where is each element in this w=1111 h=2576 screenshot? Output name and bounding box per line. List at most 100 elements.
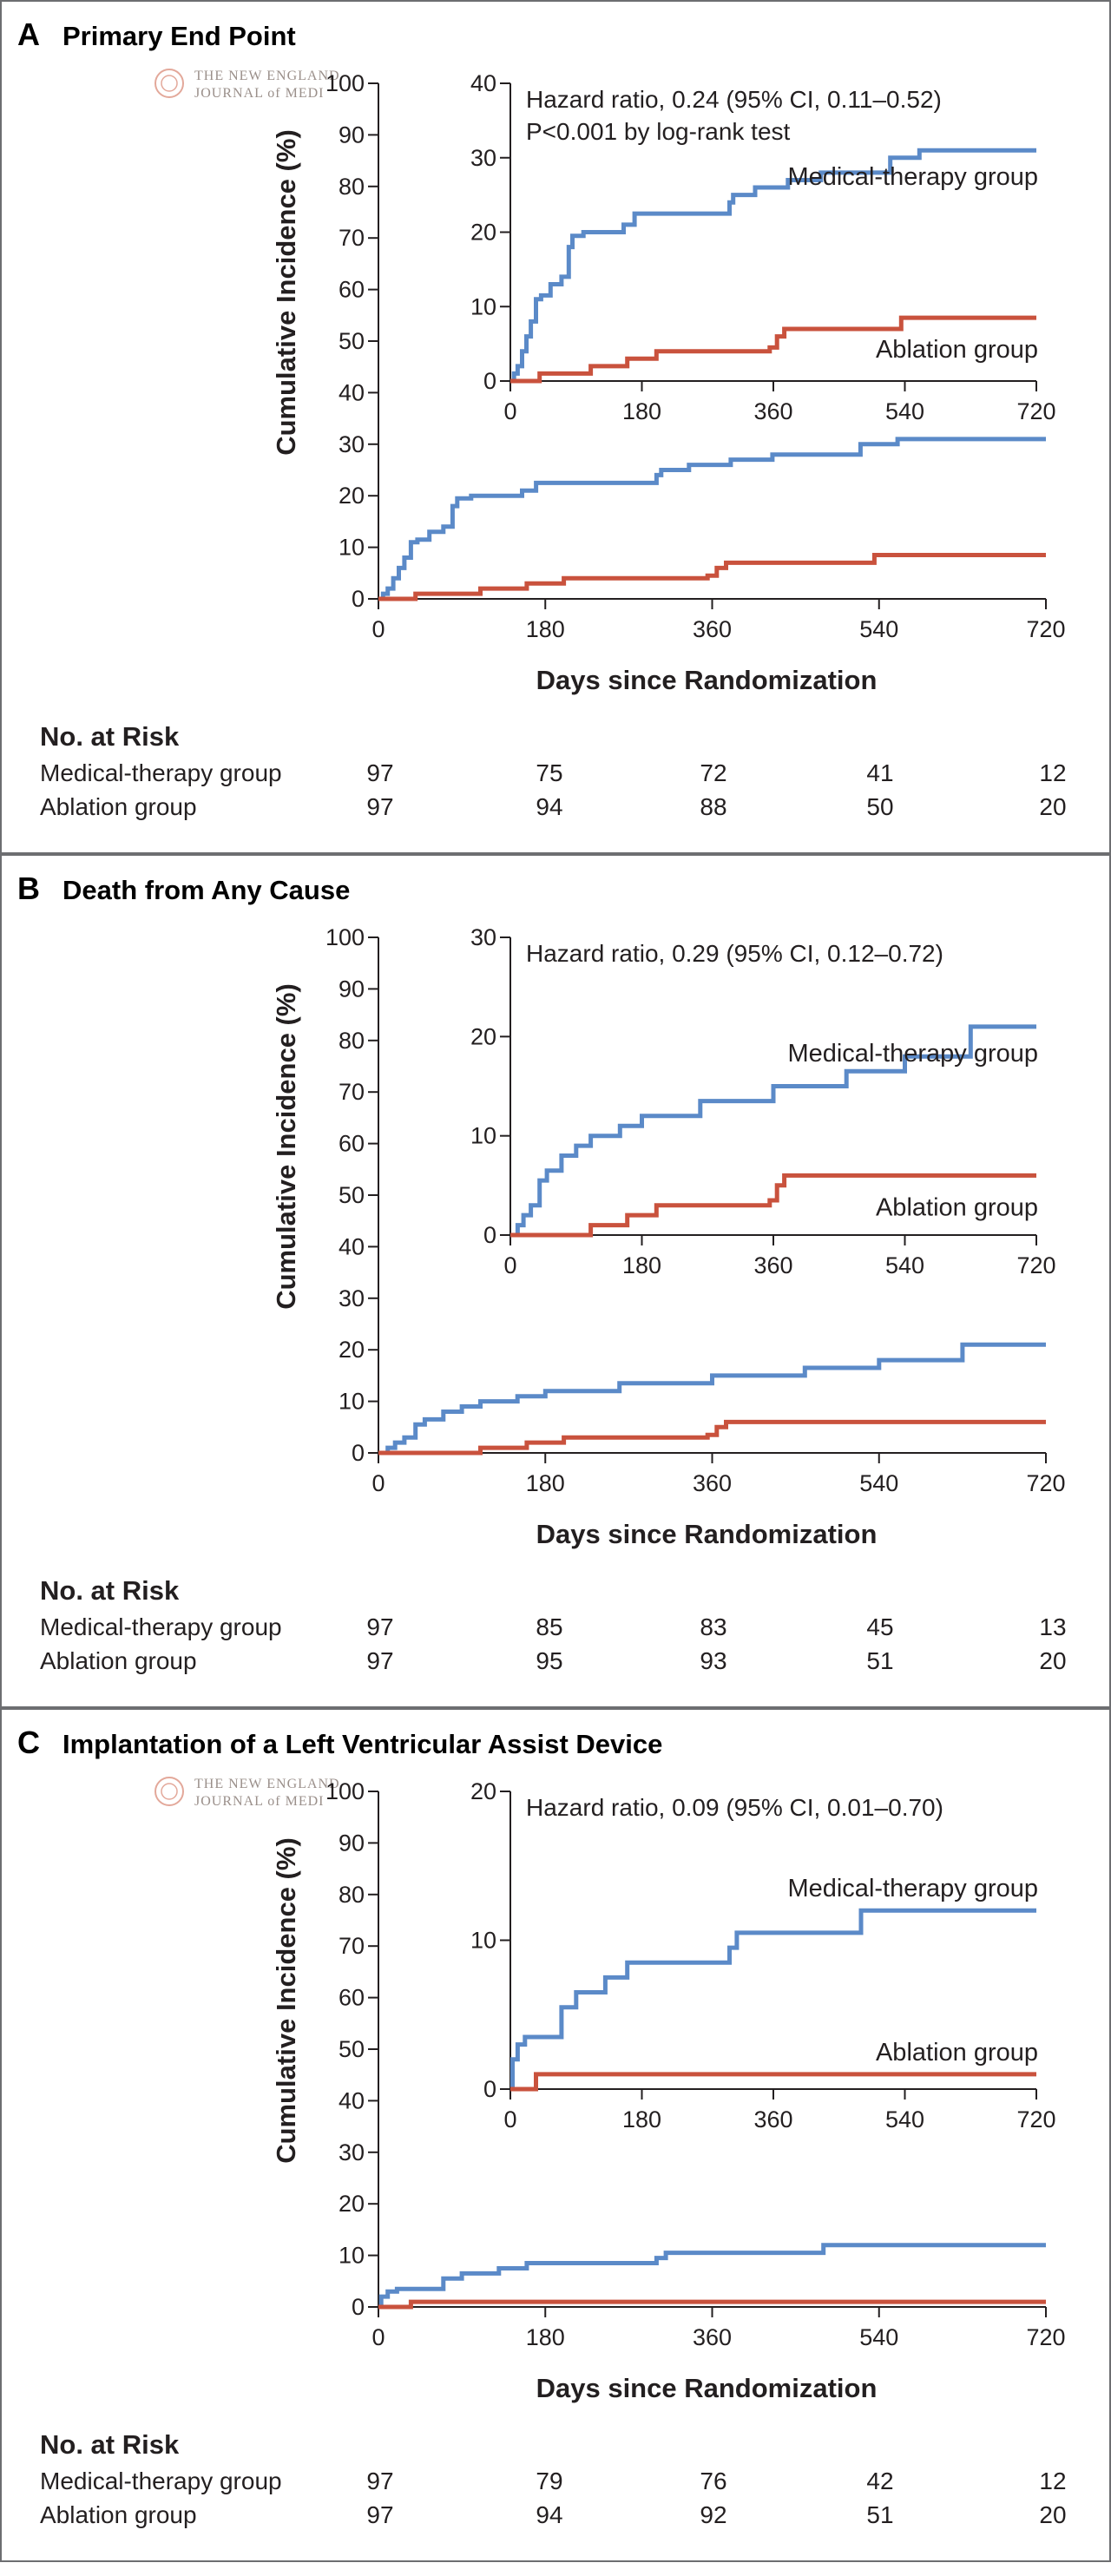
inset-ablation-series-line xyxy=(510,315,1036,384)
risk-row-label: Ablation group xyxy=(40,1647,197,1674)
y-tick-label: 80 xyxy=(339,174,365,200)
x-tick-label: 540 xyxy=(859,616,898,642)
panel-letter: C xyxy=(17,1725,40,1760)
inset-x-tick-label: 360 xyxy=(753,398,792,424)
y-tick-label: 0 xyxy=(352,586,365,612)
inset-plot: 0 10 20 30 0 180 360 540 720 Hazard ratio, 0.29 (… xyxy=(470,924,1056,1278)
y-tick-label: 100 xyxy=(325,924,365,950)
x-tick-label: 180 xyxy=(526,1470,565,1496)
inset-x-tick-label: 360 xyxy=(753,2106,792,2132)
x-tick-label: 360 xyxy=(693,2324,732,2350)
risk-value: 13 xyxy=(1039,1613,1066,1640)
y-tick-label: 10 xyxy=(339,1389,365,1415)
risk-value: 12 xyxy=(1039,759,1066,786)
ablation-series-line xyxy=(378,553,1046,601)
x-tick-label: 720 xyxy=(1026,616,1065,642)
y-axis-title: Cumulative Incidence (%) xyxy=(271,1837,301,2164)
y-tick-label: 30 xyxy=(339,431,365,457)
risk-value: 97 xyxy=(366,793,393,820)
x-tick-label: 720 xyxy=(1026,1470,1065,1496)
inset-x-tick-label: 540 xyxy=(885,2106,924,2132)
y-axis-title: Cumulative Incidence (%) xyxy=(271,983,301,1310)
inset-y-tick-label: 40 xyxy=(470,70,496,96)
risk-value: 93 xyxy=(700,1647,726,1674)
inset-plot: 0 10 20 30 40 0 180 360 540 720 Hazard ratio, 0.24… xyxy=(470,70,1056,424)
y-tick-label: 40 xyxy=(339,1233,365,1259)
ablation-series-line xyxy=(378,1419,1046,1456)
watermark-line-2: JOURNAL of MEDI xyxy=(194,86,325,101)
inset-y-tick-label: 20 xyxy=(470,1023,496,1049)
risk-table: No. at Risk Medical-therapy group Ablati… xyxy=(40,721,1067,820)
x-axis-title: Days since Randomization xyxy=(536,665,878,695)
inset-ablation-series-line xyxy=(510,1173,1036,1238)
y-tick-label: 100 xyxy=(325,70,365,96)
inset-x-tick-label: 720 xyxy=(1016,398,1055,424)
nejm-seal-inner-icon xyxy=(161,1783,178,1800)
ablation-group-label: Ablation group xyxy=(876,1193,1038,1221)
risk-value: 72 xyxy=(700,759,726,786)
x-tick-label: 0 xyxy=(371,616,385,642)
risk-value: 76 xyxy=(700,2468,726,2494)
chart-svg: A Primary End Point THE NEW ENGLAND JOUR… xyxy=(17,16,1067,820)
inset-y-tick-label: 20 xyxy=(470,220,496,246)
ablation-group-label: Ablation group xyxy=(876,2039,1038,2067)
nejm-seal-inner-icon xyxy=(161,75,178,92)
risk-values: 97 79 76 42 12 97 94 92 51 20 xyxy=(366,2468,1066,2528)
y-tick-label: 80 xyxy=(339,1882,365,1908)
inset-y-tick-label: 0 xyxy=(483,1222,496,1248)
y-tick-label: 50 xyxy=(339,328,365,354)
inset-medical-series-line xyxy=(510,1908,1036,2092)
nejm-seal-icon xyxy=(154,69,184,98)
hazard-ratio-annotation: P<0.001 by log-rank test xyxy=(526,118,791,145)
medical-series-line xyxy=(378,437,1046,601)
risk-row-label: Medical-therapy group xyxy=(40,2468,282,2494)
inset-y-tick-label: 0 xyxy=(483,368,496,394)
y-tick-label: 90 xyxy=(339,1830,365,1856)
risk-value: 94 xyxy=(536,2501,562,2528)
risk-value: 41 xyxy=(866,759,893,786)
inset-y-tick-label: 10 xyxy=(470,1123,496,1149)
y-tick-label: 70 xyxy=(339,1933,365,1959)
hazard-ratio-annotation: Hazard ratio, 0.29 (95% CI, 0.12–0.72) xyxy=(526,940,943,967)
risk-table-title: No. at Risk xyxy=(40,1575,180,1606)
inset-background xyxy=(510,929,1049,1239)
inset-x-tick-label: 360 xyxy=(753,1252,792,1278)
inset-x-tick-label: 0 xyxy=(503,1252,516,1278)
inset-y-tick-label: 20 xyxy=(470,1778,496,1804)
medical-therapy-group-label: Medical-therapy group xyxy=(787,1875,1038,1902)
risk-value: 45 xyxy=(866,1613,893,1640)
y-tick-label: 40 xyxy=(339,379,365,405)
y-tick-label: 90 xyxy=(339,122,365,148)
risk-value: 97 xyxy=(366,1647,393,1674)
medical-series-line xyxy=(378,1342,1046,1456)
y-tick-label: 40 xyxy=(339,2087,365,2113)
chart-svg: B Death from Any Cause 0 10 20 30 40 50 60 70 80… xyxy=(17,871,1067,1674)
y-tick-label: 20 xyxy=(339,2191,365,2217)
y-tick-label: 10 xyxy=(339,535,365,561)
risk-value: 50 xyxy=(866,793,893,820)
inset-x-tick-label: 180 xyxy=(622,398,661,424)
watermark: THE NEW ENGLAND JOURNAL of MEDI xyxy=(154,1777,340,1809)
y-tick-label: 60 xyxy=(339,1131,365,1157)
x-tick-label: 540 xyxy=(859,1470,898,1496)
risk-row-label: Medical-therapy group xyxy=(40,759,282,786)
nejm-seal-icon xyxy=(154,1777,184,1806)
risk-value: 75 xyxy=(536,759,562,786)
risk-value: 20 xyxy=(1039,1647,1066,1674)
x-axis-title: Days since Randomization xyxy=(536,2373,878,2403)
risk-value: 92 xyxy=(700,2501,726,2528)
risk-value: 97 xyxy=(366,759,393,786)
inset-medical-series-line xyxy=(510,1024,1036,1238)
risk-values: 97 85 83 45 13 97 95 93 51 20 xyxy=(366,1613,1066,1674)
x-tick-label: 720 xyxy=(1026,2324,1065,2350)
inset-y-tick-label: 30 xyxy=(470,145,496,171)
panel-title: Primary End Point xyxy=(62,21,296,51)
risk-row-label: Ablation group xyxy=(40,793,197,820)
inset-medical-series-line xyxy=(510,148,1036,384)
x-tick-label: 360 xyxy=(693,616,732,642)
watermark-line-1: THE NEW ENGLAND xyxy=(194,1777,340,1791)
risk-value: 88 xyxy=(700,793,726,820)
inset-y-tick-label: 0 xyxy=(483,2076,496,2102)
x-axis-title: Days since Randomization xyxy=(536,1519,878,1549)
